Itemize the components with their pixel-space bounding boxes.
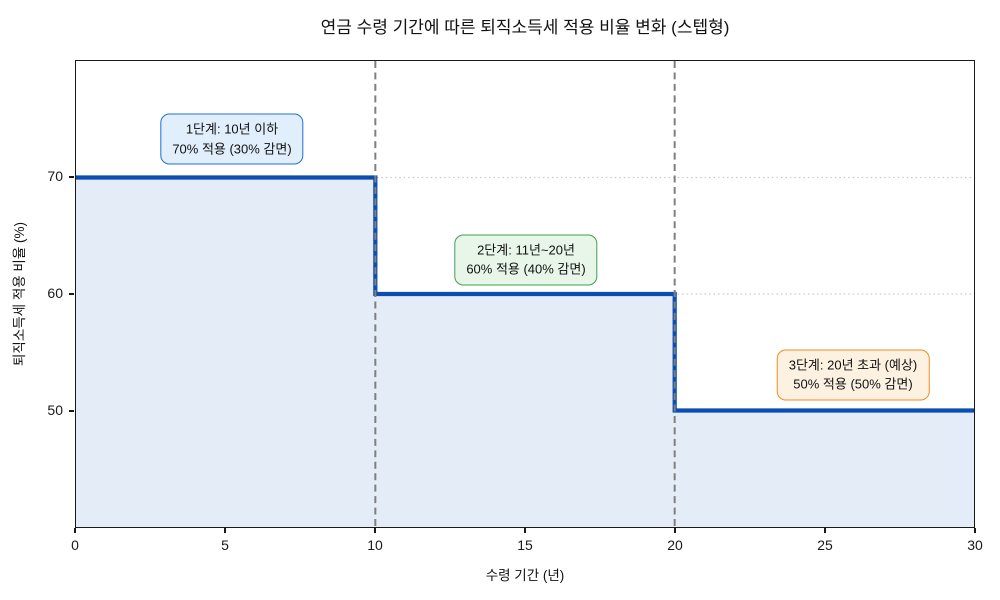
x-tick-label-15: 15 [517,537,533,553]
step-line [76,175,974,413]
y-tick-label-60: 60 [47,285,63,301]
area-fill [76,177,974,527]
annotation-step3-line2: 50% 적용 (50% 감면) [793,376,913,392]
x-tick-mark-25 [824,528,826,533]
annotation-step3-line1: 3단계: 20년 초과 (예상) [788,357,918,373]
annotation-step2: 2단계: 11년~20년 60% 적용 (40% 감면) [454,234,598,286]
x-tick-mark-5 [224,528,226,533]
x-tick-label-20: 20 [667,537,683,553]
annotation-step2-line1: 2단계: 11년~20년 [477,242,575,258]
x-tick-label-30: 30 [967,537,983,553]
annotation-step1: 1단계: 10년 이하 70% 적용 (30% 감면) [160,113,304,165]
annotation-step1-line2: 70% 적용 (30% 감면) [172,141,292,157]
annotation-step2-line2: 60% 적용 (40% 감면) [466,261,586,277]
x-tick-label-0: 0 [71,537,79,553]
y-tick-label-50: 50 [47,402,63,418]
x-tick-mark-30 [974,528,976,533]
x-tick-label-5: 5 [221,537,229,553]
y-tick-mark-70 [69,176,74,178]
x-tick-mark-10 [374,528,376,533]
y-tick-mark-50 [69,410,74,412]
x-tick-label-25: 25 [817,537,833,553]
x-axis-label: 수령 기간 (년) [485,568,565,583]
annotation-step3: 3단계: 20년 초과 (예상) 50% 적용 (50% 감면) [776,349,930,401]
y-tick-label-70: 70 [47,168,63,184]
step-chart-svg [76,61,974,527]
annotation-step1-line1: 1단계: 10년 이하 [185,121,279,137]
x-tick-mark-0 [74,528,76,533]
x-tick-mark-15 [524,528,526,533]
x-tick-label-10: 10 [367,537,383,553]
chart-title: 연금 수령 기간에 따른 퇴직소득세 적용 비율 변화 (스텝형) [320,18,730,37]
y-tick-mark-60 [69,293,74,295]
plot-area: 1단계: 10년 이하 70% 적용 (30% 감면) 2단계: 11년~20년… [75,60,975,528]
x-tick-mark-20 [674,528,676,533]
